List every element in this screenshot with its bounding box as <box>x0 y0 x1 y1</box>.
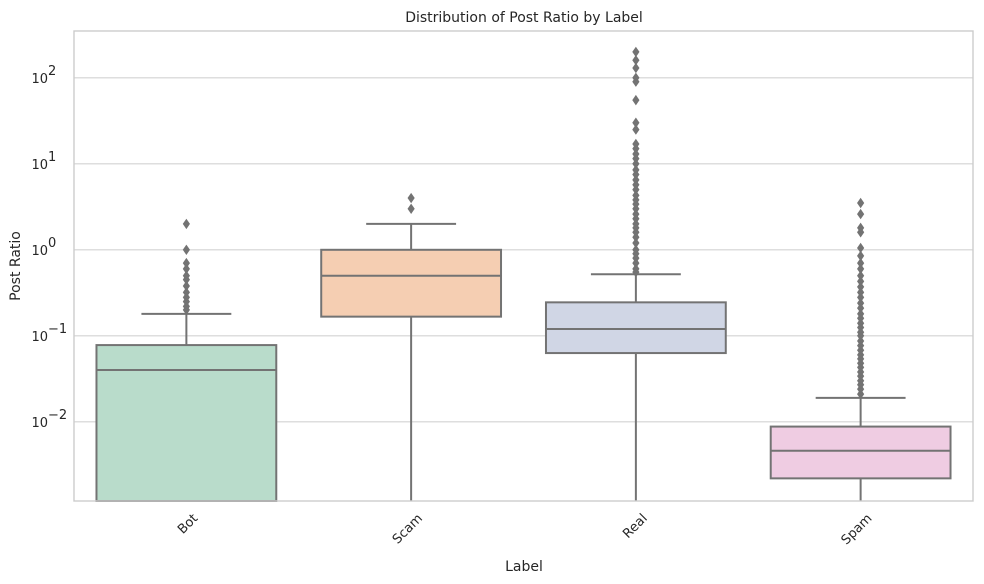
outlier-point <box>857 297 865 309</box>
chart-title: Distribution of Post Ratio by Label <box>405 10 643 26</box>
outlier-point <box>857 287 865 298</box>
outlier-point <box>632 158 640 169</box>
y-tick-base: 10 <box>31 244 48 259</box>
y-tick-base: 10 <box>31 158 48 173</box>
y-tick-base: 10 <box>31 72 48 87</box>
y-tick-base: 10 <box>31 330 48 345</box>
y-tick-exponent: −1 <box>48 322 67 337</box>
outlier-point <box>632 164 640 176</box>
x-tick-label: Real <box>620 511 650 541</box>
outlier-point <box>857 270 865 281</box>
outlier-point <box>632 174 640 186</box>
iqr-box <box>95 344 278 503</box>
outlier-point <box>632 62 640 74</box>
plot-frame <box>73 30 974 502</box>
outlier-point <box>857 250 865 262</box>
iqr-box <box>769 425 952 480</box>
outlier-point <box>632 237 640 249</box>
outlier-point <box>182 270 190 281</box>
outlier-point <box>857 281 865 293</box>
outlier-point <box>632 138 640 150</box>
outlier-point <box>632 46 640 58</box>
iqr-box <box>544 301 727 355</box>
y-tick-label: 10 <box>31 416 48 431</box>
y-tick-label: 10 <box>31 158 48 173</box>
outlier-point <box>857 335 865 347</box>
y-tick-label: 10 <box>31 330 48 345</box>
box-group-bot <box>95 218 278 503</box>
outlier-point <box>632 117 640 128</box>
outlier-point <box>857 242 865 254</box>
y-tick-label: 10 <box>31 244 48 259</box>
x-tick-labels: Bot Scam Real Spam <box>175 511 875 548</box>
outlier-point <box>857 257 865 269</box>
y-tick-exponent: 0 <box>48 236 56 251</box>
outlier-point <box>407 192 415 204</box>
outlier-point <box>182 218 190 230</box>
y-tick-label: 10 <box>31 72 48 87</box>
outlier-point <box>857 276 865 287</box>
iqr-box <box>320 248 503 318</box>
outlier-point <box>857 208 865 220</box>
outlier-point <box>857 197 865 209</box>
outlier-point <box>632 208 640 220</box>
outlier-point <box>857 308 865 320</box>
y-tick-exponent: −2 <box>48 408 67 423</box>
outlier-point <box>182 263 190 275</box>
outlier-point <box>632 94 640 106</box>
box-group-spam <box>769 197 952 501</box>
outlier-point <box>632 244 640 255</box>
boxes <box>95 46 952 503</box>
outlier-point <box>632 124 640 135</box>
outlier-point <box>857 263 865 275</box>
x-tick-label: Spam <box>839 511 876 548</box>
y-tick-exponent: 1 <box>48 150 56 165</box>
outlier-point <box>182 257 190 269</box>
grid-lines <box>74 77 973 423</box>
x-axis-label: Label <box>505 559 543 575</box>
outlier-point <box>632 55 640 66</box>
y-axis-label: Post Ratio <box>8 231 24 301</box>
outlier-point <box>632 72 640 83</box>
outlier-point <box>182 244 190 255</box>
x-tick-label: Bot <box>175 511 201 537</box>
box-group-real <box>544 46 727 501</box>
outlier-point <box>632 148 640 160</box>
outlier-point <box>857 222 865 234</box>
outlier-point <box>182 287 190 298</box>
box-group-scam <box>320 192 503 501</box>
outlier-point <box>632 190 640 201</box>
y-tick-base: 10 <box>31 416 48 431</box>
y-tick-exponent: 2 <box>48 64 56 79</box>
x-tick-label: Scam <box>390 511 426 547</box>
outlier-point <box>632 218 640 230</box>
outlier-point <box>407 203 415 214</box>
outlier-point <box>632 263 640 275</box>
outlier-point <box>182 280 190 292</box>
